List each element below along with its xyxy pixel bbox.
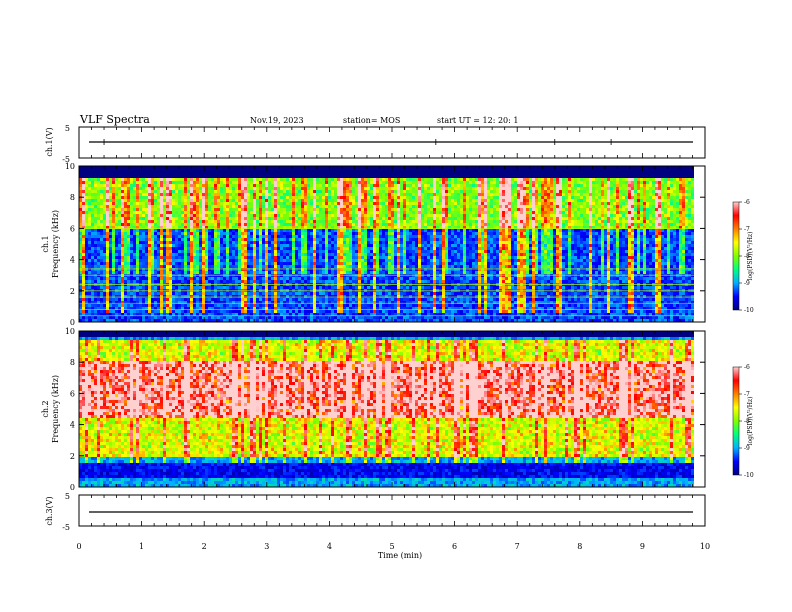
ch1-frequency-axis-label: Frequency (kHz) — [51, 210, 60, 278]
colorbar-tick-label: -6 — [744, 364, 750, 371]
time-tick-label: 0 — [76, 542, 81, 551]
ch3-waveform-panel: 5 -5 ch.3(V) — [45, 492, 706, 532]
ch1-ytick-bottom: -5 — [62, 155, 70, 164]
frequency-tick-label: 0 — [70, 483, 75, 492]
ch2-spectrogram-panel: 0 2 4 6 8 10 ch.2 Frequency (kHz) — [41, 327, 706, 492]
frequency-tick-label: 4 — [70, 421, 75, 430]
frequency-tick-label: 2 — [70, 287, 75, 296]
time-tick-label: 4 — [327, 542, 332, 551]
colorbar-tick-label: -6 — [744, 199, 750, 206]
ch3-ytick-top: 5 — [65, 492, 70, 501]
frequency-tick-label: 10 — [65, 162, 75, 171]
time-tick-label: 7 — [515, 542, 520, 551]
ch1-waveform-panel: 5 -5 ch.1(V) — [45, 124, 706, 164]
start-time-label: start UT = 12: 20: 1 — [437, 116, 518, 125]
ch1-spectrogram-panel: 0 2 4 6 8 10 ch.1 Frequency (kHz) — [41, 162, 706, 327]
ch3-waveform-label: ch.3(V) — [45, 496, 54, 525]
colorbar-tick-label: -7 — [744, 226, 750, 233]
time-tick-label: 2 — [202, 542, 207, 551]
colorbar-tick-label: -9 — [744, 280, 750, 287]
time-tick-label: 1 — [139, 542, 144, 551]
time-tick-label: 8 — [577, 542, 582, 551]
ch2-colorbar-label: log(PSD)(V²/Hz) — [747, 397, 754, 446]
ch2-spectrum-channel-label: ch.2 — [41, 400, 50, 417]
ch3-ytick-bottom: -5 — [62, 523, 70, 532]
frequency-tick-label: 6 — [70, 224, 75, 233]
time-tick-label: 9 — [640, 542, 645, 551]
ch1-colorbar-label: log(PSD)(V²/Hz) — [747, 232, 754, 281]
time-tick-label: 3 — [264, 542, 269, 551]
time-axis: 0 1 2 3 4 5 6 7 8 9 10 — [76, 127, 710, 551]
colorbar-tick-label: -10 — [744, 307, 754, 314]
ch1-spectrum-channel-label: ch.1 — [41, 235, 50, 252]
ch1-waveform-label: ch.1(V) — [45, 127, 54, 156]
frequency-tick-label: 8 — [70, 193, 75, 202]
time-axis-label: Time (min) — [378, 551, 422, 560]
colorbar-tick-label: -7 — [744, 391, 750, 398]
ch1-ytick-top: 5 — [65, 124, 70, 133]
frequency-tick-label: 2 — [70, 452, 75, 461]
time-tick-label: 10 — [700, 542, 710, 551]
colorbar-tick-label: -8 — [744, 418, 750, 425]
ch1-colorbar: -6 -7 -8 -9 -10 log(PSD)(V²/Hz) — [732, 199, 754, 314]
figure-title: VLF Spectra — [79, 113, 150, 126]
frequency-tick-label: 4 — [70, 256, 75, 265]
station-label: station= MOS — [343, 116, 400, 125]
time-tick-label: 6 — [452, 542, 457, 551]
ch1-spectrogram-image — [79, 166, 705, 322]
frequency-tick-label: 10 — [65, 327, 75, 336]
colorbar-tick-label: -10 — [744, 472, 754, 479]
ch2-colorbar: -6 -7 -8 -9 -10 log(PSD)(V²/Hz) — [732, 364, 754, 479]
colorbar-tick-label: -8 — [744, 253, 750, 260]
frequency-tick-label: 8 — [70, 358, 75, 367]
date-label: Nov.19, 2023 — [250, 116, 304, 125]
ch2-spectrogram-image — [79, 331, 705, 487]
frequency-tick-label: 6 — [70, 389, 75, 398]
frequency-tick-label: 0 — [70, 318, 75, 327]
time-tick-label: 5 — [389, 542, 394, 551]
colorbar-tick-label: -9 — [744, 445, 750, 452]
ch2-frequency-axis-label: Frequency (kHz) — [51, 375, 60, 443]
